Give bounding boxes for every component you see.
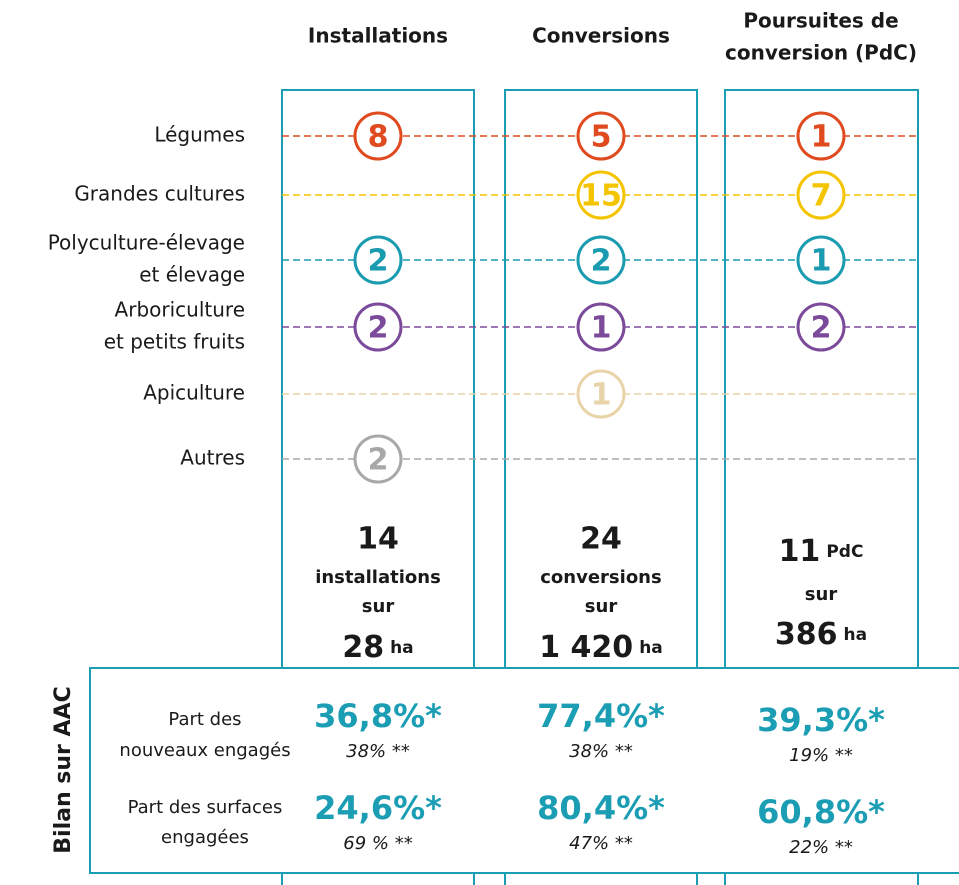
row-label: et petits fruits xyxy=(104,330,245,354)
count: 7 xyxy=(811,179,832,214)
total-unit: ha xyxy=(639,638,663,658)
bilan-sub: 38% ** xyxy=(569,741,633,762)
total-area-value: 386 xyxy=(775,617,838,652)
row-label: Arboriculture xyxy=(115,298,245,322)
bilan-main: 39,3%* xyxy=(757,701,885,739)
total-sur: sur xyxy=(805,584,838,605)
bilan-main: 60,8%* xyxy=(757,793,885,831)
count: 2 xyxy=(811,311,832,346)
bilan-sub: 19% ** xyxy=(789,745,853,766)
row-label: Grandes cultures xyxy=(74,182,245,206)
total-area: 1 420 ha xyxy=(539,630,663,665)
bilan-row-label: Part des xyxy=(168,709,241,730)
column-header: Conversions xyxy=(532,24,670,48)
total-noun: PdC xyxy=(826,542,863,562)
bilan-main: 77,4%* xyxy=(537,697,665,735)
total-area-value: 1 420 xyxy=(539,630,633,665)
count-circle xyxy=(353,235,403,285)
count-circle xyxy=(796,111,846,161)
total-unit: ha xyxy=(844,625,868,645)
column-header: Installations xyxy=(308,24,448,48)
total-area: 28 ha xyxy=(342,630,413,665)
total-noun: conversions xyxy=(540,567,661,588)
count: 2 xyxy=(591,244,612,279)
total-noun: installations xyxy=(315,567,441,588)
count: 1 xyxy=(591,311,612,346)
count: 8 xyxy=(368,120,389,155)
column-box xyxy=(724,89,919,885)
total-number: 24 xyxy=(580,522,622,557)
count-circle xyxy=(576,170,626,220)
count-circle xyxy=(353,302,403,352)
bilan-main: 24,6%* xyxy=(314,789,442,827)
row-label: et élevage xyxy=(139,263,245,287)
bilan-sub: 22% ** xyxy=(789,837,853,858)
total-area: 386 ha xyxy=(775,617,867,652)
bilan-sub: 69 % ** xyxy=(343,833,412,854)
count-circle xyxy=(576,235,626,285)
bilan-row-label: nouveaux engagés xyxy=(119,740,290,761)
count-circle xyxy=(576,302,626,352)
bilan-sub: 38% ** xyxy=(346,741,410,762)
count: 1 xyxy=(811,120,832,155)
bilan-row-label: engagées xyxy=(161,827,249,848)
bilan-sub: 47% ** xyxy=(569,833,633,854)
row-label: Polyculture-élevage xyxy=(48,231,245,255)
count-circle xyxy=(353,111,403,161)
count-circle xyxy=(796,235,846,285)
column-header: Poursuites de xyxy=(743,9,898,33)
bilan-title: Bilan sur AAC xyxy=(51,686,76,853)
count-circle xyxy=(353,434,403,484)
count: 15 xyxy=(580,179,622,214)
count: 5 xyxy=(591,120,612,155)
bilan-main: 36,8%* xyxy=(314,697,442,735)
row-label: Autres xyxy=(180,446,245,470)
count: 2 xyxy=(368,244,389,279)
count-circle xyxy=(576,111,626,161)
row-label: Légumes xyxy=(154,123,245,147)
total-number-value: 11 xyxy=(779,534,821,569)
column-box xyxy=(504,89,698,885)
column-header: conversion (PdC) xyxy=(725,41,917,65)
total-sur: sur xyxy=(362,596,395,617)
column-box xyxy=(281,89,475,885)
count: 2 xyxy=(368,443,389,478)
count: 1 xyxy=(811,244,832,279)
count: 1 xyxy=(591,378,612,413)
total-number: 11 PdC xyxy=(779,534,864,569)
total-area-value: 28 xyxy=(342,630,384,665)
count-circle xyxy=(796,302,846,352)
count-circle xyxy=(576,369,626,419)
bilan-box xyxy=(89,667,959,874)
bilan-row-label: Part des surfaces xyxy=(128,797,283,818)
total-number: 14 xyxy=(357,522,399,557)
count: 2 xyxy=(368,311,389,346)
total-sur: sur xyxy=(585,596,618,617)
count-circle xyxy=(796,170,846,220)
total-unit: ha xyxy=(390,638,414,658)
row-label: Apiculture xyxy=(143,381,245,405)
bilan-main: 80,4%* xyxy=(537,789,665,827)
